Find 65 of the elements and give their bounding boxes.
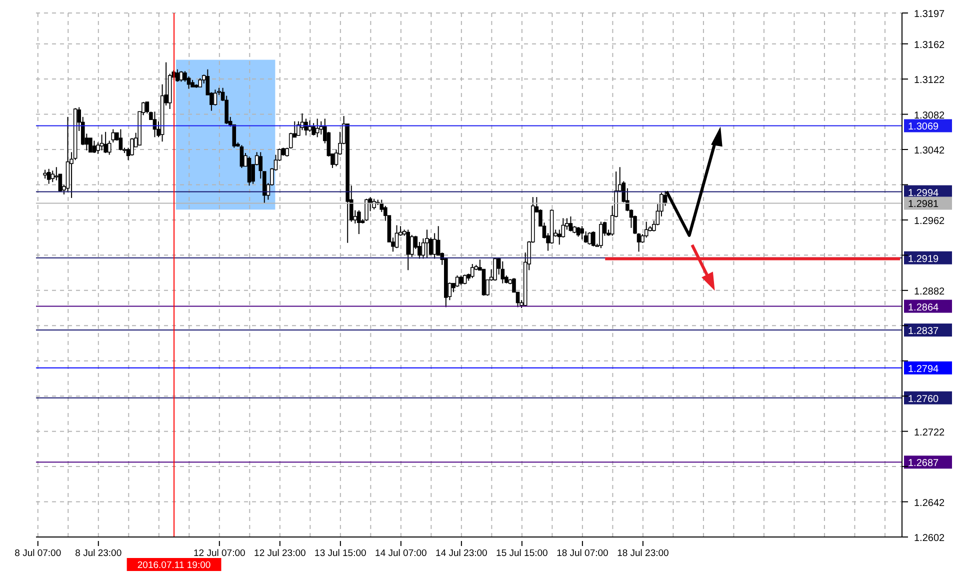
x-tick-label: 18 Jul 07:00 [556, 548, 608, 559]
x-tick-label: 12 Jul 07:00 [194, 548, 246, 559]
y-tick-label: 1.3162 [914, 40, 946, 51]
x-tick-label: 15 Jul 15:00 [496, 548, 548, 559]
candlestick [179, 70, 184, 82]
y-tick-label: 1.3122 [914, 75, 946, 86]
candlestick [357, 210, 361, 235]
candlestick [46, 168, 51, 184]
y-tick-label: 1.3082 [914, 110, 946, 122]
candlestick [580, 226, 584, 240]
candlestick [410, 234, 414, 258]
candlestick [92, 140, 96, 154]
y-tick-label: 1.3197 [914, 9, 946, 20]
y-tick-label: 1.3042 [914, 146, 946, 157]
x-tick-label: 12 Jul 23:00 [254, 548, 306, 559]
candlestick [588, 232, 592, 246]
ref-line-label: 1.2919 [908, 254, 940, 265]
candlestick [406, 229, 410, 271]
candlestick [176, 68, 180, 82]
candlestick [111, 128, 116, 143]
candlestick [50, 170, 55, 183]
y-tick-label: 1.2642 [914, 498, 946, 509]
candlestick [568, 216, 573, 232]
ref-line-label: 1.2760 [908, 394, 940, 405]
candlestick [247, 156, 252, 186]
x-tick-label: 14 Jul 23:00 [436, 548, 488, 559]
candlestick [500, 260, 505, 284]
candlestick [213, 89, 218, 106]
candlestick [100, 134, 104, 151]
candlestick [592, 230, 596, 247]
x-tick-label: 2016.07.11 19:00 [137, 560, 211, 571]
candlestick [364, 198, 368, 222]
x-tick-label: 14 Jul 07:00 [375, 548, 427, 559]
candlestick [394, 224, 399, 249]
candlestick [104, 131, 108, 154]
candlestick [576, 226, 580, 238]
x-tick-label: 8 Jul 23:00 [75, 548, 122, 559]
candlestick [88, 138, 92, 153]
ref-line-label: 1.2864 [908, 302, 940, 314]
candlestick [118, 128, 123, 151]
x-tick-label: 13 Jul 15:00 [314, 548, 366, 559]
candlestick [425, 229, 429, 258]
x-tick-label: 18 Jul 23:00 [617, 548, 669, 559]
y-tick-label: 1.2962 [914, 216, 946, 227]
ref-line-label: 1.2981 [908, 199, 940, 210]
x-tick-label: 8 Jul 07:00 [14, 548, 62, 559]
candlestick [459, 274, 463, 286]
candlestick [240, 144, 244, 168]
candlestick [470, 263, 474, 279]
candlestick [308, 120, 312, 132]
candlestick [493, 257, 497, 282]
y-tick-label: 1.2602 [914, 533, 946, 544]
candlestick [599, 221, 603, 249]
ref-line-label: 1.2794 [908, 364, 940, 375]
candlestick [315, 118, 320, 138]
ref-line-label: 1.3069 [908, 122, 940, 133]
candlestick [312, 122, 316, 136]
y-tick-label: 1.2722 [914, 427, 946, 438]
ref-line-label: 1.2687 [908, 458, 940, 470]
ref-line-label: 1.2994 [908, 188, 940, 199]
y-tick-label: 1.2882 [914, 286, 946, 298]
candlestick [557, 229, 562, 246]
candlestick [455, 274, 460, 288]
ref-line-label: 1.2837 [908, 326, 940, 338]
candlestick [130, 138, 134, 156]
